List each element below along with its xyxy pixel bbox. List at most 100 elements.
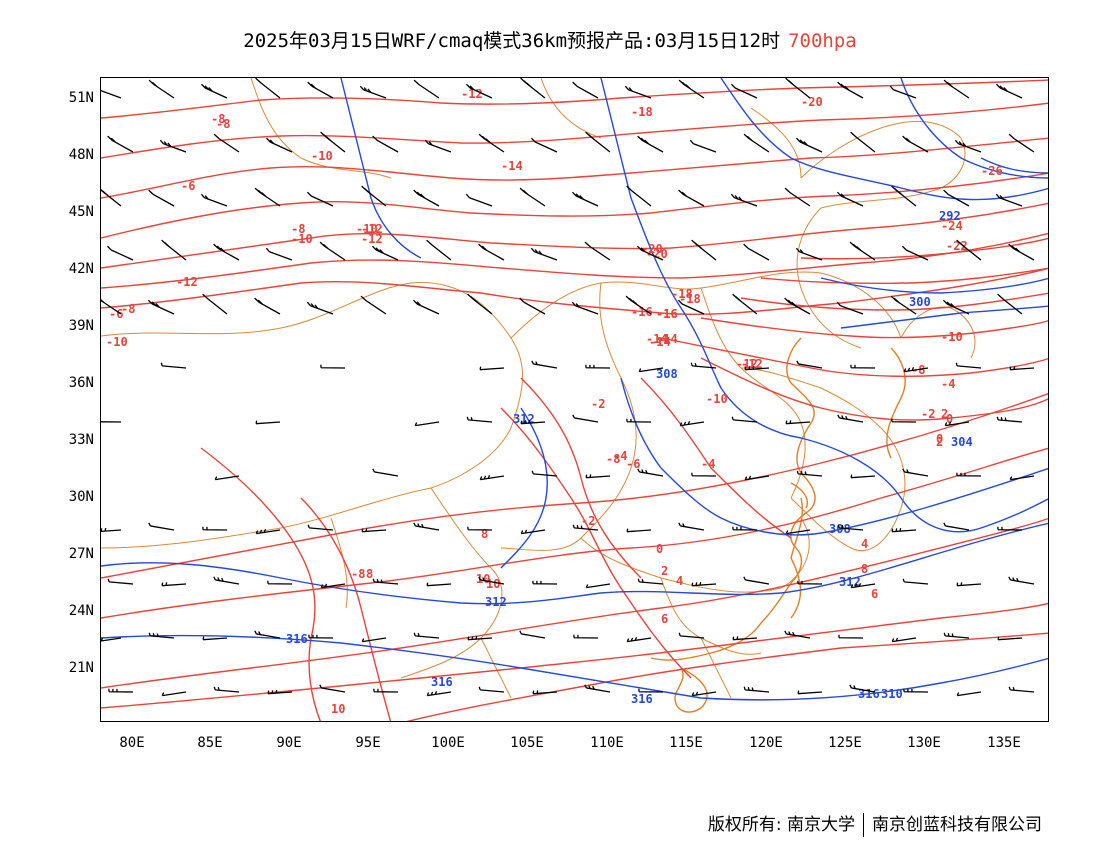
temperature-label: -20 <box>646 247 668 261</box>
wind-barb <box>372 135 399 153</box>
wind-barb <box>202 293 228 315</box>
title-level: 700hpa <box>788 30 857 52</box>
wind-barb <box>889 85 917 99</box>
wind-barb <box>200 193 228 207</box>
wind-barb <box>784 187 811 207</box>
temperature-label: -4 <box>941 377 955 391</box>
wind-barb <box>731 416 758 423</box>
wind-barb <box>530 247 558 261</box>
wind-barb <box>626 185 652 207</box>
wind-barb <box>849 241 876 261</box>
wind-barb <box>148 79 175 99</box>
temperature-label: 2 <box>936 435 943 449</box>
geopotential-label: 316 <box>431 675 453 689</box>
wind-barb <box>795 247 823 261</box>
temperature-label: 4 <box>676 574 683 588</box>
wind-barb <box>372 578 399 585</box>
wind-barb <box>997 293 1023 315</box>
wind-barb <box>785 78 811 99</box>
wind-barb <box>160 362 187 369</box>
wind-barb <box>784 630 811 639</box>
temperature-label: -10 <box>356 222 378 236</box>
temperature-label: 10 <box>331 702 345 716</box>
temperature-label: 8 <box>366 567 373 581</box>
lon-tick-label: 85E <box>197 735 222 751</box>
wind-barb <box>944 421 970 427</box>
wind-barb <box>836 301 864 315</box>
company-text: 南京创蓝科技有限公司 <box>872 815 1042 835</box>
wind-barb <box>307 81 334 99</box>
wind-barb <box>101 90 122 99</box>
wind-barb <box>107 135 134 153</box>
lat-tick-label: 48N <box>69 147 94 163</box>
footer: 版权所有: 南京大学 南京创蓝科技有限公司 <box>708 810 1042 837</box>
wind-barb <box>519 187 546 207</box>
wind-barb <box>200 83 228 99</box>
wind-barb <box>689 139 717 153</box>
wind-barb <box>891 637 917 643</box>
wind-barb <box>101 298 122 315</box>
wind-barb <box>373 688 399 693</box>
wind-barb <box>520 419 546 425</box>
wind-barb <box>890 295 917 315</box>
wind-barb <box>626 528 652 533</box>
lon-tick-label: 90E <box>276 735 301 751</box>
wind-barb <box>571 301 599 315</box>
wind-barb <box>690 362 717 369</box>
wind-barb <box>265 247 293 261</box>
wind-barb <box>678 632 705 639</box>
wind-barb <box>730 193 758 207</box>
wind-barb <box>626 637 652 643</box>
wind-barb <box>837 414 864 423</box>
wind-barb <box>466 416 493 423</box>
wind-barb <box>478 133 505 153</box>
wind-barb <box>732 636 758 641</box>
wind-barb <box>691 691 717 697</box>
geopotential-label: 316 <box>631 692 653 706</box>
temperature-label: -20 <box>801 95 823 109</box>
wind-barb <box>520 529 546 535</box>
wind-barb <box>1008 243 1035 261</box>
wind-barb <box>626 418 652 423</box>
wind-barb <box>413 189 440 207</box>
wind-barb <box>902 468 929 477</box>
wind-barb <box>850 364 876 369</box>
wind-barb <box>850 131 876 153</box>
wind-barb <box>797 690 823 695</box>
wind-barb <box>106 245 134 261</box>
wind-barb <box>585 131 611 153</box>
wind-barb <box>584 241 611 261</box>
wind-barb <box>796 470 823 477</box>
wind-barb <box>413 522 440 531</box>
lon-tick-label: 125E <box>828 735 862 751</box>
temperature-label: -6 <box>626 457 640 471</box>
wind-barb <box>730 83 758 99</box>
wind-barb <box>1008 133 1035 153</box>
geopotential-label: 312 <box>485 595 507 609</box>
wind-barb <box>997 636 1023 641</box>
wind-barbs <box>101 78 1035 697</box>
title-main: 2025年03月15日WRF/cmaq模式36km预报产品:03月15日12时 <box>243 30 781 52</box>
temperature-label: -14 <box>646 332 668 346</box>
temperature-label: 0 <box>946 412 953 426</box>
temperature-label: -18 <box>631 105 653 119</box>
wind-barb <box>320 131 346 153</box>
wind-barb <box>837 81 864 99</box>
wind-barb <box>691 472 717 477</box>
wind-barb <box>307 524 334 531</box>
wind-barb <box>532 580 558 585</box>
wind-barb <box>785 529 811 535</box>
wind-barb <box>213 243 240 261</box>
wind-barb <box>850 474 876 479</box>
wind-barb <box>744 365 770 371</box>
wind-barb <box>101 637 122 642</box>
wind-barb <box>732 293 758 315</box>
wind-barb <box>320 583 346 589</box>
wind-barb <box>836 191 864 207</box>
wind-barb <box>478 243 505 261</box>
temperature-label: -8 <box>606 452 620 466</box>
wind-barb <box>637 578 664 585</box>
wind-barb <box>732 526 758 531</box>
wind-barb <box>530 137 558 153</box>
